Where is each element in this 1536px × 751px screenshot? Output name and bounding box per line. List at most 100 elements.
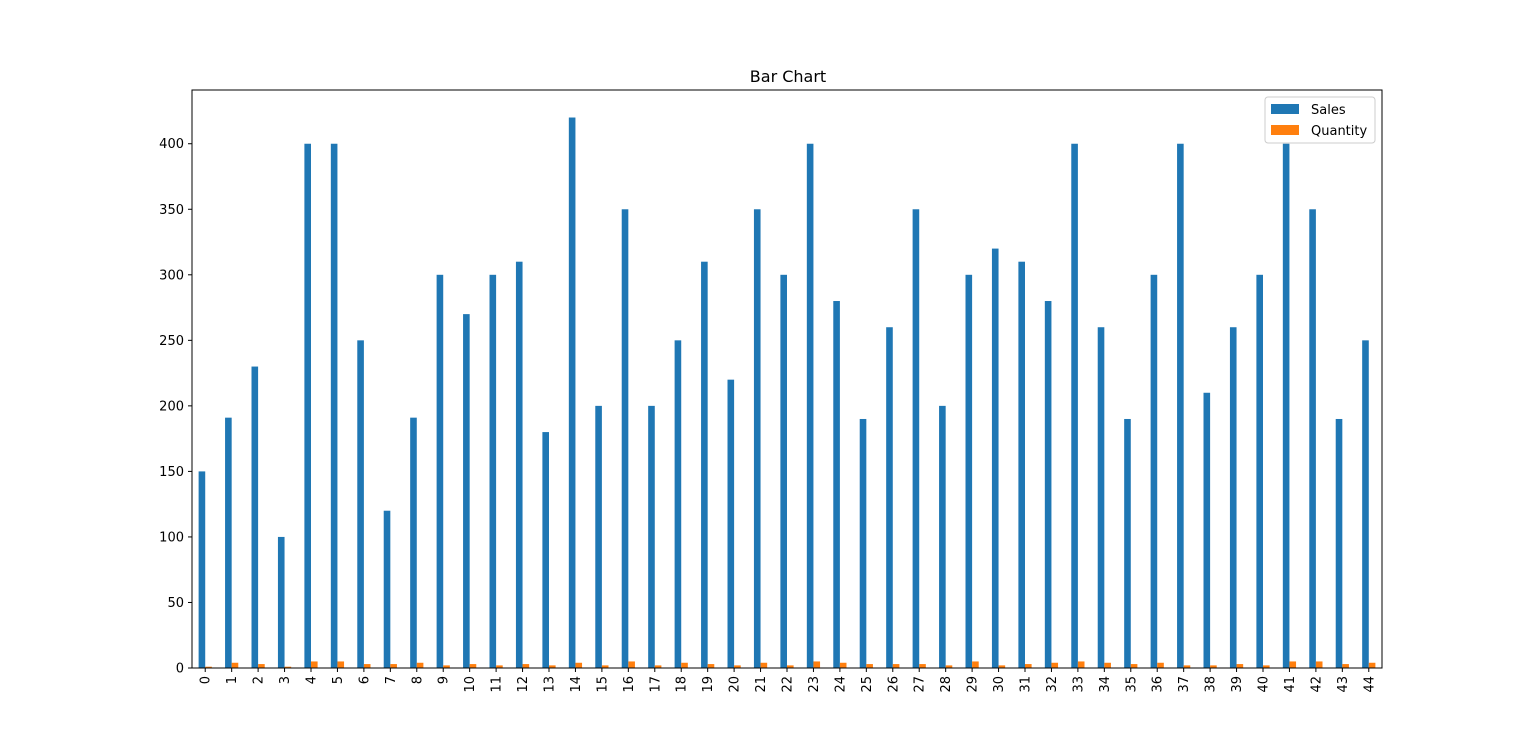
legend-swatch-sales <box>1271 104 1299 114</box>
x-tick-label: 5 <box>331 676 346 684</box>
bar-quantity-11 <box>496 665 503 668</box>
bar-quantity-44 <box>1368 662 1376 668</box>
x-tick-label: 28 <box>939 676 954 693</box>
bar-sales-43 <box>1335 418 1343 668</box>
x-tick-label: 7 <box>384 676 399 684</box>
bar-quantity-43 <box>1342 664 1349 668</box>
plot-frame <box>191 89 1383 669</box>
bar-quantity-14 <box>575 662 583 668</box>
bar-sales-41 <box>1282 143 1290 669</box>
bar-sales-22 <box>780 274 787 668</box>
bar-sales-15 <box>595 405 602 668</box>
x-tick-label: 33 <box>1071 676 1086 693</box>
bar-quantity-3 <box>284 666 292 668</box>
x-tick-label: 38 <box>1204 676 1219 693</box>
x-tick-label: 15 <box>595 676 610 693</box>
x-tick-label: 3 <box>278 676 293 684</box>
legend-swatch-quantity <box>1271 125 1299 135</box>
bar-sales-26 <box>886 327 893 668</box>
bar-quantity-25 <box>866 664 873 668</box>
bar-quantity-39 <box>1236 664 1244 668</box>
bar-sales-14 <box>568 117 576 668</box>
x-tick-label: 13 <box>543 676 558 693</box>
x-tick-label: 25 <box>860 676 875 693</box>
y-tick-label: 350 <box>159 203 184 218</box>
x-tick-label: 41 <box>1283 676 1298 693</box>
bar-quantity-10 <box>469 664 477 668</box>
x-tick-label: 11 <box>490 676 505 693</box>
bar-sales-5 <box>330 143 338 669</box>
x-tick-label: 44 <box>1362 676 1377 693</box>
bar-sales-29 <box>965 274 973 668</box>
bar-quantity-13 <box>549 665 556 668</box>
x-tick-label: 19 <box>701 676 716 693</box>
y-tick-label: 0 <box>176 662 184 677</box>
bar-sales-39 <box>1229 327 1237 668</box>
x-tick-label: 24 <box>833 676 848 693</box>
bar-quantity-8 <box>416 662 424 668</box>
bar-quantity-27 <box>919 664 926 668</box>
bar-quantity-17 <box>654 665 662 668</box>
legend-label-sales: Sales <box>1311 103 1346 118</box>
bar-sales-44 <box>1362 340 1369 668</box>
bar-quantity-23 <box>813 661 821 668</box>
bar-quantity-42 <box>1315 661 1323 668</box>
y-tick-label: 200 <box>159 399 184 414</box>
x-tick-label: 8 <box>410 676 425 684</box>
y-tick-label: 400 <box>159 137 184 152</box>
bar-sales-37 <box>1177 143 1184 669</box>
x-tick-label: 14 <box>569 676 584 693</box>
bar-quantity-12 <box>522 664 530 668</box>
bar-quantity-24 <box>839 662 847 668</box>
bar-quantity-36 <box>1157 662 1164 668</box>
x-tick-label: 12 <box>516 676 531 693</box>
bar-quantity-32 <box>1051 662 1059 668</box>
bar-quantity-16 <box>628 661 635 668</box>
bar-quantity-35 <box>1130 664 1138 668</box>
bar-sales-9 <box>436 274 444 668</box>
bar-quantity-30 <box>998 665 1006 668</box>
bar-sales-20 <box>727 379 735 668</box>
bar-sales-11 <box>489 274 497 668</box>
bar-quantity-37 <box>1183 665 1191 668</box>
bar-quantity-26 <box>892 664 900 668</box>
bar-sales-8 <box>410 417 417 668</box>
bar-quantity-41 <box>1289 661 1297 668</box>
bar-sales-4 <box>304 143 311 669</box>
bar-sales-36 <box>1150 274 1158 668</box>
chart-title: Bar Chart <box>750 67 826 86</box>
bar-sales-16 <box>621 209 629 668</box>
x-tick-label: 40 <box>1257 676 1272 693</box>
bar-sales-25 <box>859 418 867 668</box>
bar-sales-6 <box>357 340 364 668</box>
bar-sales-38 <box>1203 392 1211 668</box>
x-tick-label: 43 <box>1336 676 1351 693</box>
x-tick-label: 31 <box>1019 676 1034 693</box>
bar-quantity-4 <box>311 661 318 668</box>
bar-sales-24 <box>833 301 840 668</box>
x-tick-label: 2 <box>252 676 267 684</box>
bar-sales-33 <box>1071 143 1078 669</box>
bar-quantity-6 <box>363 664 371 668</box>
x-tick-label: 29 <box>966 676 981 693</box>
x-tick-label: 22 <box>781 676 796 693</box>
bar-sales-3 <box>277 536 285 668</box>
bar-quantity-15 <box>601 665 609 668</box>
bar-sales-40 <box>1256 274 1263 668</box>
x-tick-label: 27 <box>913 676 928 693</box>
bar-sales-12 <box>515 261 523 668</box>
bar-sales-13 <box>542 432 549 668</box>
bar-sales-23 <box>806 143 814 669</box>
bar-quantity-40 <box>1263 665 1270 668</box>
bar-quantity-31 <box>1025 664 1032 668</box>
x-tick-label: 32 <box>1045 676 1060 693</box>
bar-sales-35 <box>1124 418 1131 668</box>
bar-sales-27 <box>912 209 920 668</box>
bar-quantity-9 <box>443 665 450 668</box>
bar-quantity-0 <box>205 666 212 668</box>
y-tick-label: 150 <box>159 465 184 480</box>
bar-sales-32 <box>1044 301 1052 668</box>
bar-quantity-33 <box>1077 661 1085 668</box>
bar-quantity-22 <box>787 665 794 668</box>
y-tick-label: 250 <box>159 334 184 349</box>
